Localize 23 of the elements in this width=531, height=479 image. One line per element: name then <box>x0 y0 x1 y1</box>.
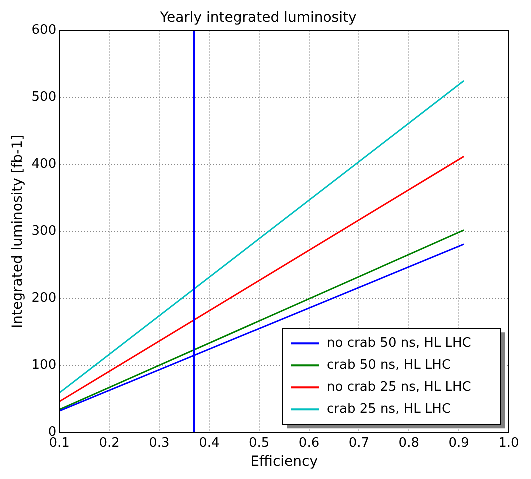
x-tick-label: 0.4 <box>199 436 220 451</box>
x-tick-label: 0.5 <box>248 436 270 451</box>
x-axis-title: Efficiency <box>250 454 318 470</box>
chart-title: Yearly integrated luminosity <box>159 10 357 26</box>
legend-label: crab 50 ns, HL LHC <box>327 358 452 373</box>
y-tick-label: 400 <box>32 157 57 172</box>
x-tick-label: 0.1 <box>49 436 70 451</box>
y-tick-label: 600 <box>32 23 57 38</box>
legend-label: no crab 50 ns, HL LHC <box>327 336 472 351</box>
y-tick-label: 100 <box>32 358 57 374</box>
x-tick-label: 0.8 <box>398 436 420 451</box>
x-tick-label: 1.0 <box>498 436 520 451</box>
x-tick-label: 0.9 <box>448 436 470 451</box>
x-tick-label: 0.2 <box>99 436 120 451</box>
x-tick-label: 0.6 <box>298 436 320 451</box>
y-tick-label: 300 <box>32 224 57 240</box>
legend-label: crab 25 ns, HL LHC <box>327 402 452 417</box>
y-tick-label: 200 <box>32 291 57 306</box>
y-tick-label: 500 <box>32 90 57 106</box>
y-axis-title: Integrated luminosity [fb-1] <box>10 134 26 329</box>
legend-label: no crab 25 ns, HL LHC <box>327 380 472 395</box>
x-tick-label: 0.3 <box>149 436 170 451</box>
x-tick-label: 0.7 <box>348 436 370 451</box>
